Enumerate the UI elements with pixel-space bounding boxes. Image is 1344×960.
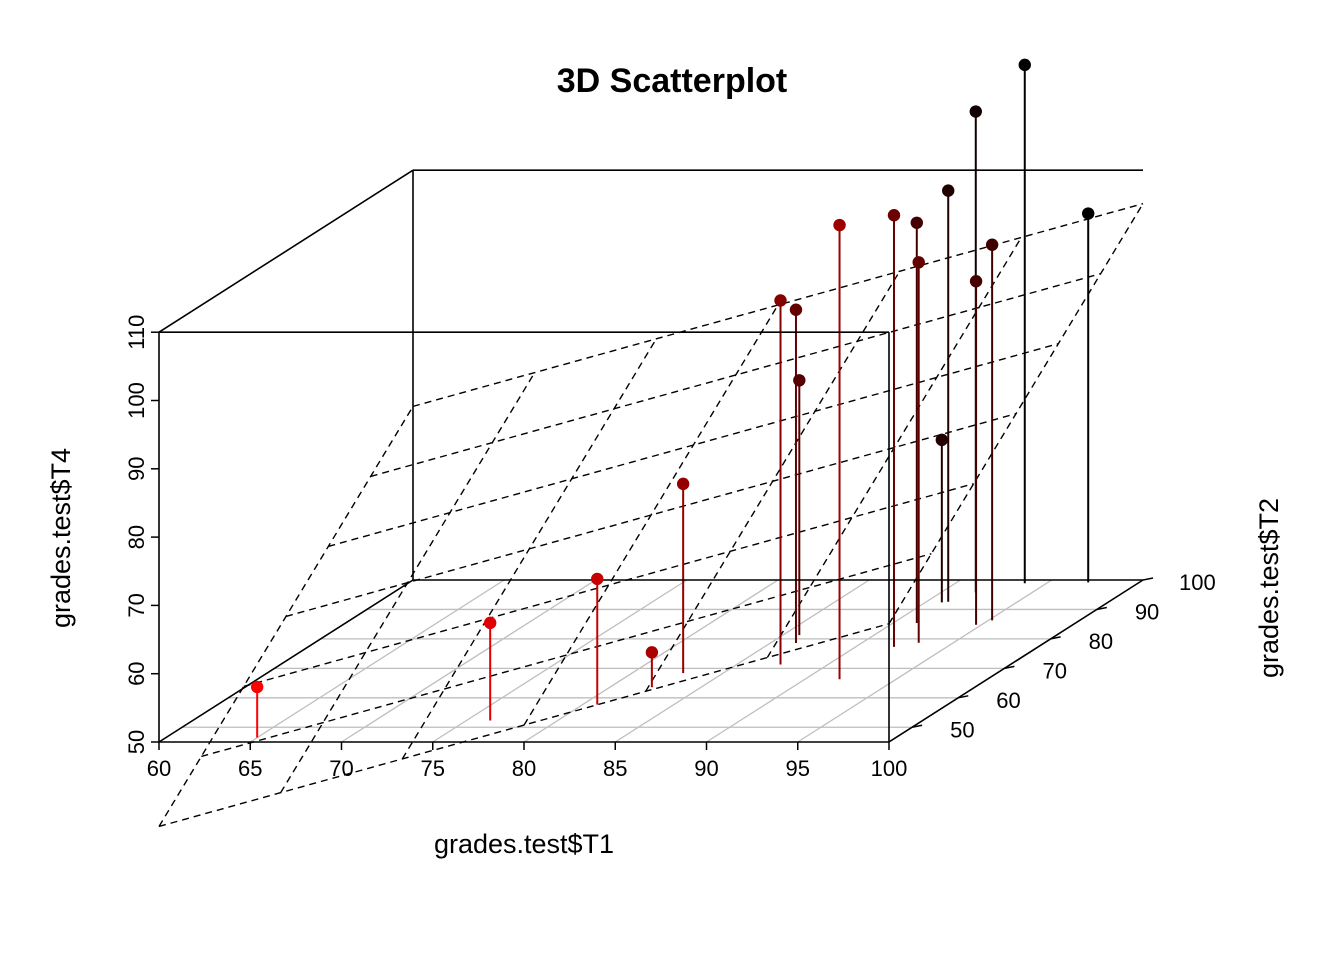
data-point (942, 184, 955, 197)
grid-line-x (341, 579, 596, 743)
grid-line-x (432, 579, 688, 743)
data-point (793, 374, 806, 387)
grid-line-x (797, 579, 1053, 743)
y-tick-mark (1050, 636, 1061, 640)
z-tick-label: 50 (124, 730, 149, 754)
x-tick-label: 100 (871, 756, 908, 781)
z-tick-label: 70 (124, 593, 149, 617)
grid-line-x (706, 579, 961, 743)
y-tick-mark (911, 724, 923, 729)
plane-line (328, 343, 1059, 548)
drop-lines (256, 64, 1090, 738)
data-point (250, 680, 264, 694)
data-point (591, 572, 604, 586)
y-tick-mark (1004, 665, 1015, 670)
axis-ticks: 60 65 70 75 80 85 90 95 100506070809010011050607… (124, 315, 1216, 781)
y-tick-label: 100 (1179, 570, 1216, 595)
x-tick-label: 75 (421, 756, 445, 781)
x-tick-label: 80 (512, 756, 536, 781)
x-tick-label: 70 (329, 756, 353, 781)
data-point (1018, 58, 1031, 72)
data-point (1082, 207, 1095, 220)
y-tick-mark (958, 695, 969, 699)
plane-line (201, 553, 932, 758)
data-points (250, 58, 1095, 694)
chart-title: 3D Scatterplot (557, 62, 788, 100)
z-tick-label: 100 (124, 382, 149, 419)
data-point (985, 238, 999, 251)
data-point (912, 256, 925, 269)
z-tick-label: 90 (124, 457, 149, 481)
y-tick-label: 70 (1042, 658, 1066, 683)
plane-line (243, 483, 974, 688)
box-edge (888, 579, 1144, 743)
z-tick-label: 110 (124, 315, 149, 350)
y-tick-label: 50 (950, 717, 974, 742)
data-point (935, 433, 949, 447)
data-point (774, 294, 787, 307)
box-edge (158, 579, 414, 743)
data-point (833, 218, 846, 232)
data-point (969, 275, 983, 288)
data-point (676, 477, 690, 491)
data-point (887, 209, 901, 222)
x-tick-label: 65 (238, 756, 262, 781)
data-point (645, 646, 659, 659)
z-tick-label: 80 (124, 525, 149, 549)
y-tick-mark (1142, 577, 1154, 581)
y-tick-label: 80 (1089, 629, 1113, 654)
x-tick-label: 90 (694, 756, 718, 781)
x-tick-label: 60 (147, 756, 171, 781)
grid-line-x (249, 579, 505, 743)
data-point (969, 105, 982, 118)
grid-line-x (614, 579, 870, 743)
floor-grid (182, 579, 1097, 743)
plane-line (370, 273, 1101, 478)
plane-line (888, 203, 1144, 625)
z-tick-label: 60 (124, 661, 149, 685)
y-tick-mark (1096, 606, 1107, 611)
y-axis-label: grades.test$T2 (1254, 498, 1284, 678)
x-tick-label: 85 (603, 756, 627, 781)
data-point (483, 616, 497, 630)
regression-plane (158, 202, 1144, 828)
data-point (789, 303, 803, 316)
x-tick-label: 95 (786, 756, 810, 781)
x-axis-label: grades.test$T1 (434, 829, 614, 859)
box-edge (158, 169, 414, 333)
z-axis-label: grades.test$T4 (46, 448, 76, 628)
data-point (910, 216, 923, 229)
y-tick-label: 90 (1135, 599, 1159, 624)
y-tick-label: 60 (996, 688, 1020, 713)
